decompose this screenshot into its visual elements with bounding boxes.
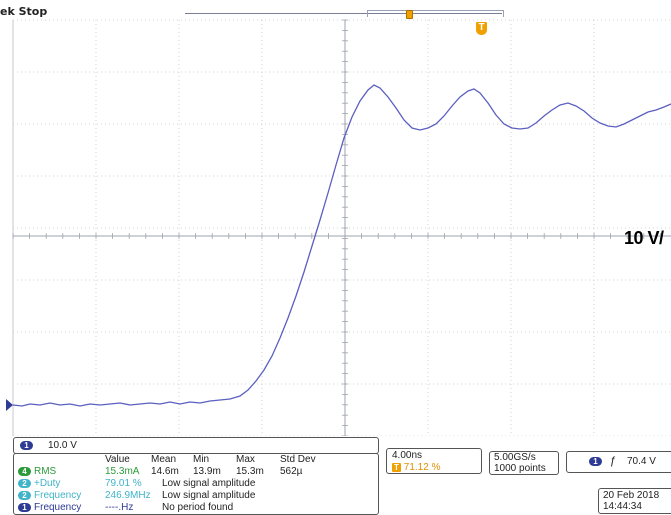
measurement-message: Low signal amplitude (162, 490, 256, 501)
sample-rate: 5.00GS/s (494, 452, 536, 463)
measurement-row-duty[interactable]: 2 +Duty 79.01 % Low signal amplitude (14, 478, 380, 489)
datetime-readout: 20 Feb 2018 14:44:34 (598, 488, 671, 514)
measurement-name: RMS (34, 466, 57, 477)
measurement-row-frequency-ch1[interactable]: 1 Frequency ----.Hz No period found (14, 502, 380, 513)
trigger-position-readout: T 71.12 % (392, 462, 440, 473)
channel-1-badge: 1 (20, 441, 33, 450)
channel-2-badge: 2 (18, 490, 31, 500)
measurement-min: 13.9m (193, 466, 221, 477)
acquisition-readout[interactable]: 5.00GS/s 1000 points (489, 451, 559, 475)
measurement-name: Frequency (34, 502, 82, 513)
record-track (185, 13, 502, 14)
measurement-max: 15.3m (236, 466, 264, 477)
measurement-header-row: Value Mean Min Max Std Dev (14, 454, 380, 465)
measurement-table[interactable]: Value Mean Min Max Std Dev 4 RMS 15.3mA … (13, 453, 379, 515)
measurement-name: Frequency (34, 490, 82, 501)
measurement-mean: 14.6m (151, 466, 179, 477)
channel-1-waveform (12, 84, 671, 407)
measurement-message: Low signal amplitude (162, 478, 256, 489)
measurement-value: 15.3mA (105, 466, 140, 477)
record-length: 1000 points (494, 463, 546, 474)
measurement-value: ----.Hz (105, 502, 134, 513)
channel-4-badge: 4 (18, 466, 31, 476)
measurement-row-frequency-ch2[interactable]: 2 Frequency 246.9MHz Low signal amplitud… (14, 490, 380, 501)
axis-lines (12, 19, 671, 436)
trigger-position-value: 71.12 % (403, 462, 441, 473)
measurement-message: No period found (162, 502, 234, 513)
measurement-row-rms[interactable]: 4 RMS 15.3mA 14.6m 13.9m 15.3m 562µ (14, 466, 380, 477)
measurement-name: +Duty (34, 478, 61, 489)
graticule (6, 19, 671, 436)
trigger-marker-label: T (478, 22, 485, 33)
header-max: Max (236, 454, 255, 465)
header-min: Min (193, 454, 210, 465)
horizontal-timebase-readout[interactable]: 4.00ns T 71.12 % (386, 448, 482, 474)
channel-2-badge: 2 (18, 478, 31, 488)
measurement-std-dev: 562µ (280, 466, 303, 477)
trigger-level: 70.4 V (627, 456, 656, 467)
trigger-position-marker[interactable] (406, 10, 413, 19)
header-std-dev: Std Dev (280, 454, 316, 465)
date: 20 Feb 2018 (603, 490, 660, 501)
rising-edge-icon: ƒ (610, 455, 617, 467)
channel-scale-readout[interactable]: 1 10.0 V (13, 437, 379, 454)
time: 14:44:34 (603, 501, 642, 512)
measurement-value: 79.01 % (105, 478, 142, 489)
measurement-value: 246.9MHz (105, 490, 151, 501)
timebase-scale: 4.00ns (392, 450, 423, 461)
header-value: Value (105, 454, 130, 465)
ground-level-marker (6, 399, 13, 411)
channel-1-scale: 10.0 V (48, 440, 77, 451)
trigger-position-icon: T (392, 462, 401, 472)
record-window-bracket[interactable] (367, 10, 504, 17)
channel-1-badge: 1 (18, 502, 31, 512)
header-mean: Mean (151, 454, 177, 465)
trigger-marker[interactable]: T (476, 22, 487, 35)
trigger-readout[interactable]: 1 ƒ 70.4 V (566, 451, 671, 473)
trigger-source-badge: 1 (589, 457, 602, 466)
acquisition-status: ek Stop (0, 5, 48, 18)
scale-annotation: 10 V/ (624, 228, 664, 248)
